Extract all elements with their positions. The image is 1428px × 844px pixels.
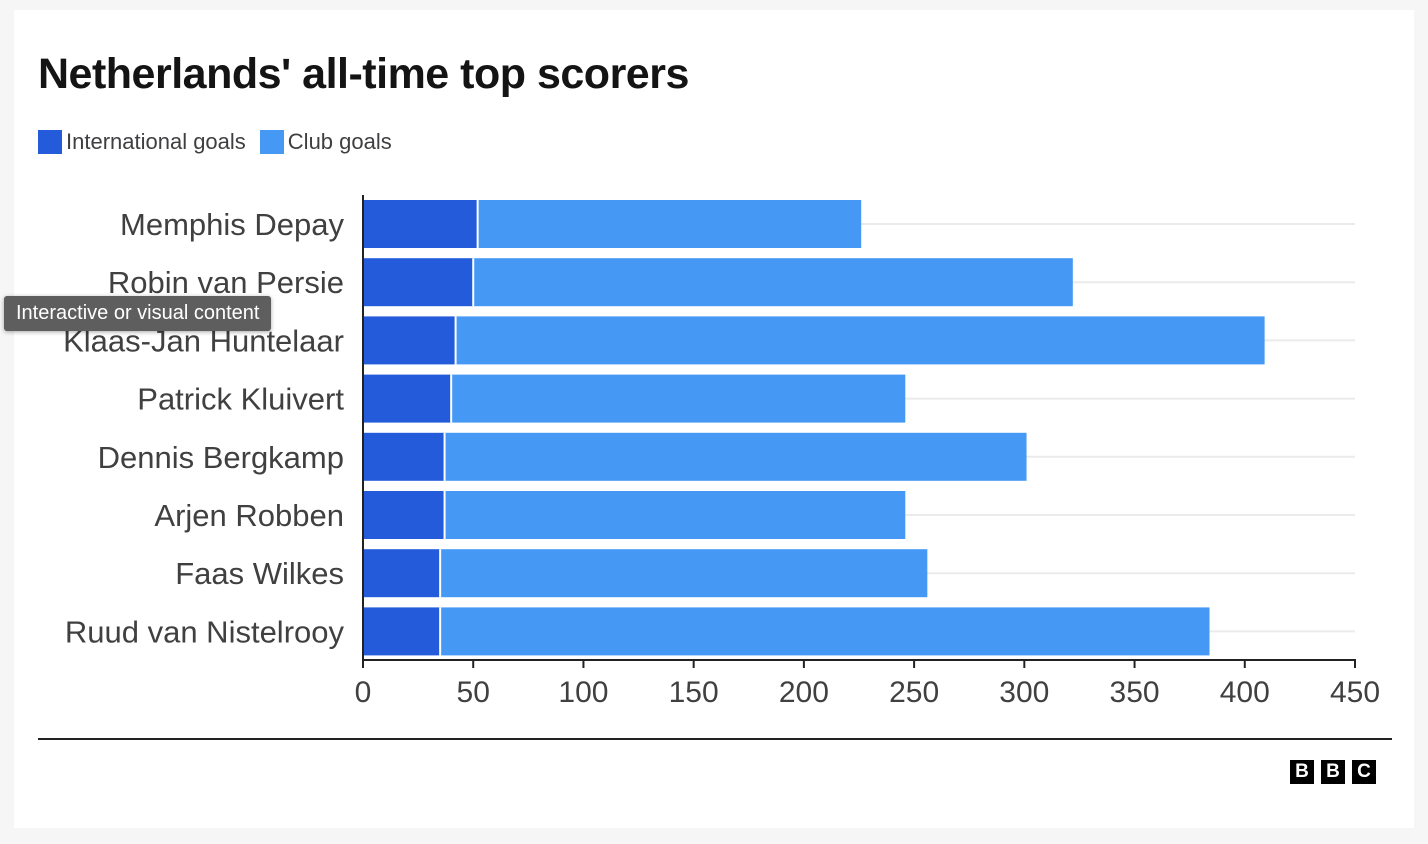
bar-club-goals[interactable] <box>477 200 862 248</box>
legend-item-club: Club goals <box>259 129 392 155</box>
bar-international-goals[interactable] <box>363 491 445 539</box>
x-tick-label: 250 <box>889 676 939 709</box>
y-tick-label: Dennis Bergkamp <box>98 440 344 475</box>
content-tooltip: Interactive or visual content <box>4 296 272 331</box>
bbc-logo-letter: C <box>1352 760 1376 784</box>
bar-club-goals[interactable] <box>473 258 1073 307</box>
legend-item-international: International goals <box>38 129 246 155</box>
x-tick-label: 450 <box>1330 676 1380 709</box>
x-tick-label: 0 <box>355 676 372 709</box>
x-tick-label: 300 <box>999 676 1049 709</box>
bar-club-goals[interactable] <box>451 374 906 423</box>
bar-international-goals[interactable] <box>363 607 441 656</box>
bar-international-goals[interactable] <box>363 258 474 307</box>
x-tick-label: 200 <box>779 676 829 709</box>
x-tick-label: 150 <box>669 676 719 709</box>
x-tick-label: 50 <box>457 676 490 709</box>
bar-international-goals[interactable] <box>363 316 456 365</box>
y-tick-label: Ruud van Nistelrooy <box>65 614 345 649</box>
legend-swatch-international <box>38 130 62 154</box>
y-tick-label: Memphis Depay <box>120 207 344 242</box>
bbc-logo: B B C <box>1290 760 1383 784</box>
bar-international-goals[interactable] <box>363 549 441 598</box>
bar-club-goals[interactable] <box>440 549 928 598</box>
bar-club-goals[interactable] <box>440 607 1210 656</box>
bar-club-goals[interactable] <box>444 432 1027 481</box>
bar-international-goals[interactable] <box>363 374 452 423</box>
legend-swatch-club <box>259 130 284 154</box>
footer-divider <box>38 738 1392 740</box>
bar-club-goals[interactable] <box>455 316 1265 365</box>
y-tick-label: Arjen Robben <box>154 498 344 533</box>
legend-label-club: Club goals <box>287 129 392 154</box>
x-tick-label: 100 <box>558 676 608 709</box>
legend-label-international: International goals <box>66 129 246 154</box>
chart-legend: International goals Club goals <box>38 129 406 155</box>
bbc-logo-letter: B <box>1321 760 1345 784</box>
x-tick-label: 400 <box>1220 676 1270 709</box>
chart-title: Netherlands' all-time top scorers <box>38 50 689 98</box>
bar-international-goals[interactable] <box>363 432 445 481</box>
x-tick-label: 350 <box>1110 676 1160 709</box>
bbc-logo-letter: B <box>1290 760 1314 784</box>
y-tick-label: Patrick Kluivert <box>137 382 344 417</box>
y-tick-label: Faas Wilkes <box>175 556 344 591</box>
bar-international-goals[interactable] <box>363 200 478 248</box>
y-tick-label: Robin van Persie <box>108 265 344 300</box>
bar-club-goals[interactable] <box>444 491 906 539</box>
chart-card: Netherlands' all-time top scorers Intern… <box>14 10 1414 828</box>
